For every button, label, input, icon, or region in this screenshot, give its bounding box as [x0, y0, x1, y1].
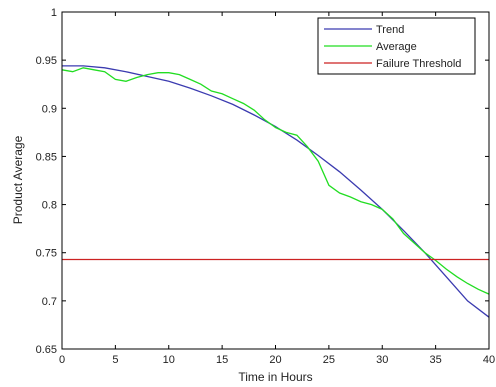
x-tick-label: 30 — [376, 354, 388, 366]
x-tick-label: 0 — [59, 354, 65, 366]
y-tick-label: 0.85 — [36, 151, 57, 163]
y-tick-label: 0.95 — [36, 55, 57, 67]
y-tick-label: 0.8 — [42, 200, 57, 212]
x-tick-label: 5 — [112, 354, 118, 366]
ticks-layer: 0 5 10 15 20 25 30 35 40 0.65 0.7 0.75 0.8 0.85 0.9 0.9… — [36, 7, 496, 366]
y-tick-label: 1 — [51, 7, 57, 19]
y-tick-label: 0.7 — [42, 296, 57, 308]
y-tick-label: 0.75 — [36, 248, 57, 260]
series-layer — [61, 65, 490, 318]
y-tick-label: 0.9 — [42, 103, 57, 115]
legend-label-failure-threshold: Failure Threshold — [376, 58, 461, 70]
x-tick-label: 15 — [216, 354, 228, 366]
legend: Trend Average Failure Threshold — [317, 17, 476, 75]
legend-label-trend: Trend — [376, 24, 404, 36]
series-line-trend — [62, 65, 490, 318]
x-tick-label: 20 — [269, 354, 281, 366]
x-tick-label: 25 — [323, 354, 335, 366]
legend-label-average: Average — [376, 41, 417, 53]
x-tick-label: 40 — [483, 354, 495, 366]
series-line-average — [61, 67, 490, 295]
y-tick-label: 0.65 — [36, 344, 57, 356]
y-axis-label: Product Average — [11, 135, 25, 224]
x-tick-label: 10 — [163, 354, 175, 366]
x-axis-label: Time in Hours — [238, 370, 312, 384]
x-tick-label: 35 — [430, 354, 442, 366]
